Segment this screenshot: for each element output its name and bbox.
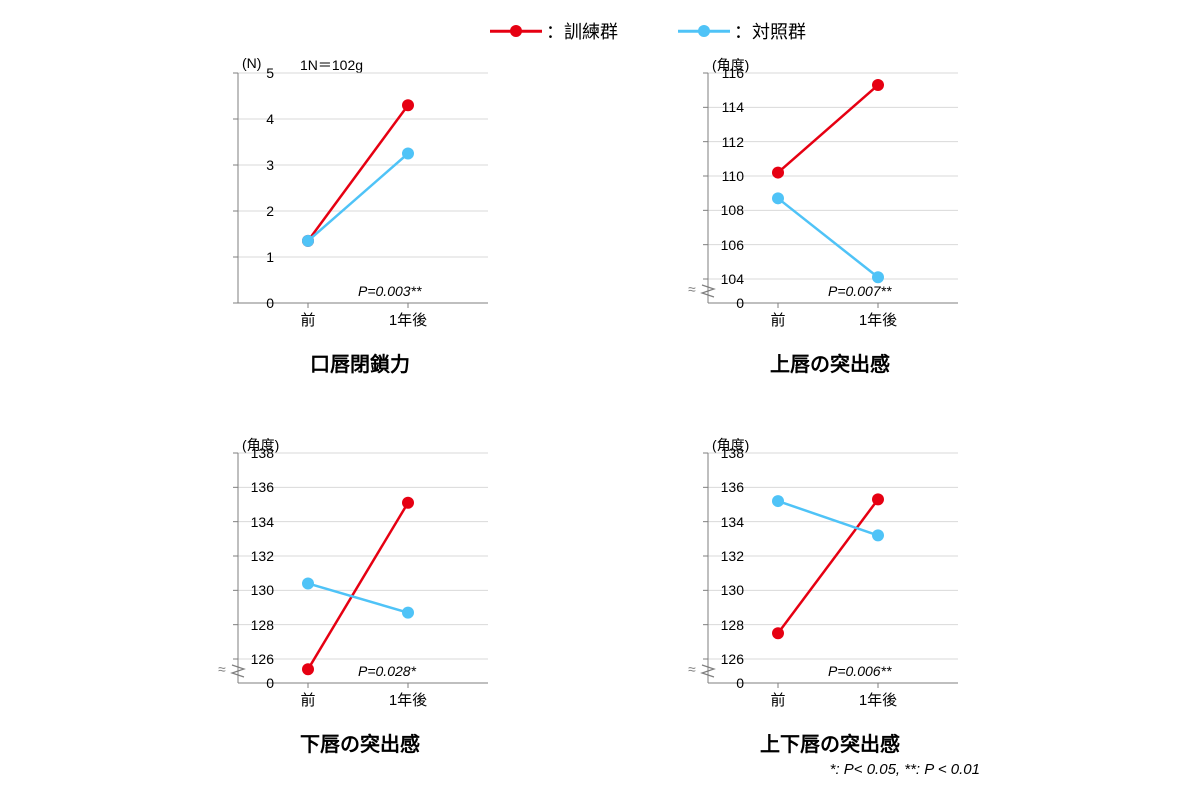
ytick-label: 126 (704, 651, 744, 667)
panel-title: 下唇の突出感 (190, 728, 530, 757)
p-value-label: P=0.006** (828, 663, 891, 679)
legend-label-training: ：訓練群 (546, 18, 618, 44)
xtick-label: 前 (300, 689, 315, 710)
ytick-label-zero: 0 (704, 675, 744, 691)
ytick-label: 136 (704, 479, 744, 495)
chart-panel-p2: (角度)1041061081101121141160≈前1年後P=0.007**… (660, 55, 1000, 375)
ytick-label: 138 (234, 445, 274, 461)
ytick-label: 132 (704, 548, 744, 564)
ytick-label: 1 (234, 249, 274, 265)
axis-break-approx: ≈ (688, 281, 696, 297)
xtick-label: 前 (300, 309, 315, 330)
ytick-label: 108 (704, 202, 744, 218)
legend-line-red (490, 24, 542, 38)
axis-break-approx: ≈ (688, 661, 696, 677)
ytick-label: 136 (234, 479, 274, 495)
chart-grid: (N)1N＝102g012345前1年後P=0.003**口唇閉鎖力(角度)10… (190, 55, 1010, 755)
ytick-label: 130 (704, 582, 744, 598)
ytick-label: 4 (234, 111, 274, 127)
ytick-label: 116 (704, 65, 744, 81)
ytick-label-zero: 0 (234, 675, 274, 691)
ytick-label: 138 (704, 445, 744, 461)
plot-area (238, 453, 488, 683)
ytick-label: 134 (704, 514, 744, 530)
ytick-label: 128 (234, 617, 274, 633)
legend: ：訓練群 ：対照群 (490, 18, 806, 44)
ytick-label: 112 (704, 134, 744, 150)
xtick-label: 前 (770, 309, 785, 330)
ytick-label: 134 (234, 514, 274, 530)
xtick-label: 1年後 (389, 309, 427, 330)
chart-panel-p3: (角度)1261281301321341361380≈前1年後P=0.028*下… (190, 435, 530, 755)
chart-panel-p1: (N)1N＝102g012345前1年後P=0.003**口唇閉鎖力 (190, 55, 530, 375)
legend-item-training: ：訓練群 (490, 18, 618, 44)
xtick-label: 1年後 (859, 309, 897, 330)
ytick-label: 110 (704, 168, 744, 184)
extra-note: 1N＝102g (300, 55, 363, 75)
ytick-label: 3 (234, 157, 274, 173)
ytick-label: 130 (234, 582, 274, 598)
ytick-label: 128 (704, 617, 744, 633)
legend-line-blue (678, 24, 730, 38)
ytick-label-zero: 0 (704, 295, 744, 311)
axis-break-approx: ≈ (218, 661, 226, 677)
plot-area (708, 73, 958, 303)
ytick-label: 0 (234, 295, 274, 311)
legend-label-control: ：対照群 (734, 18, 806, 44)
p-value-label: P=0.028* (358, 663, 416, 679)
significance-footnote: *: P< 0.05, **: P < 0.01 (830, 761, 980, 778)
ytick-label: 2 (234, 203, 274, 219)
panel-title: 口唇閉鎖力 (190, 348, 530, 377)
panel-title: 上唇の突出感 (660, 348, 1000, 377)
chart-panel-p4: (角度)1261281301321341361380≈前1年後P=0.006**… (660, 435, 1000, 755)
panel-title: 上下唇の突出感 (660, 728, 1000, 757)
legend-item-control: ：対照群 (678, 18, 806, 44)
ytick-label: 114 (704, 99, 744, 115)
ytick-label: 5 (234, 65, 274, 81)
plot-area (708, 453, 958, 683)
ytick-label: 126 (234, 651, 274, 667)
plot-area (238, 73, 488, 303)
xtick-label: 1年後 (859, 689, 897, 710)
xtick-label: 前 (770, 689, 785, 710)
ytick-label: 104 (704, 271, 744, 287)
xtick-label: 1年後 (389, 689, 427, 710)
ytick-label: 132 (234, 548, 274, 564)
ytick-label: 106 (704, 237, 744, 253)
p-value-label: P=0.003** (358, 283, 421, 299)
p-value-label: P=0.007** (828, 283, 891, 299)
